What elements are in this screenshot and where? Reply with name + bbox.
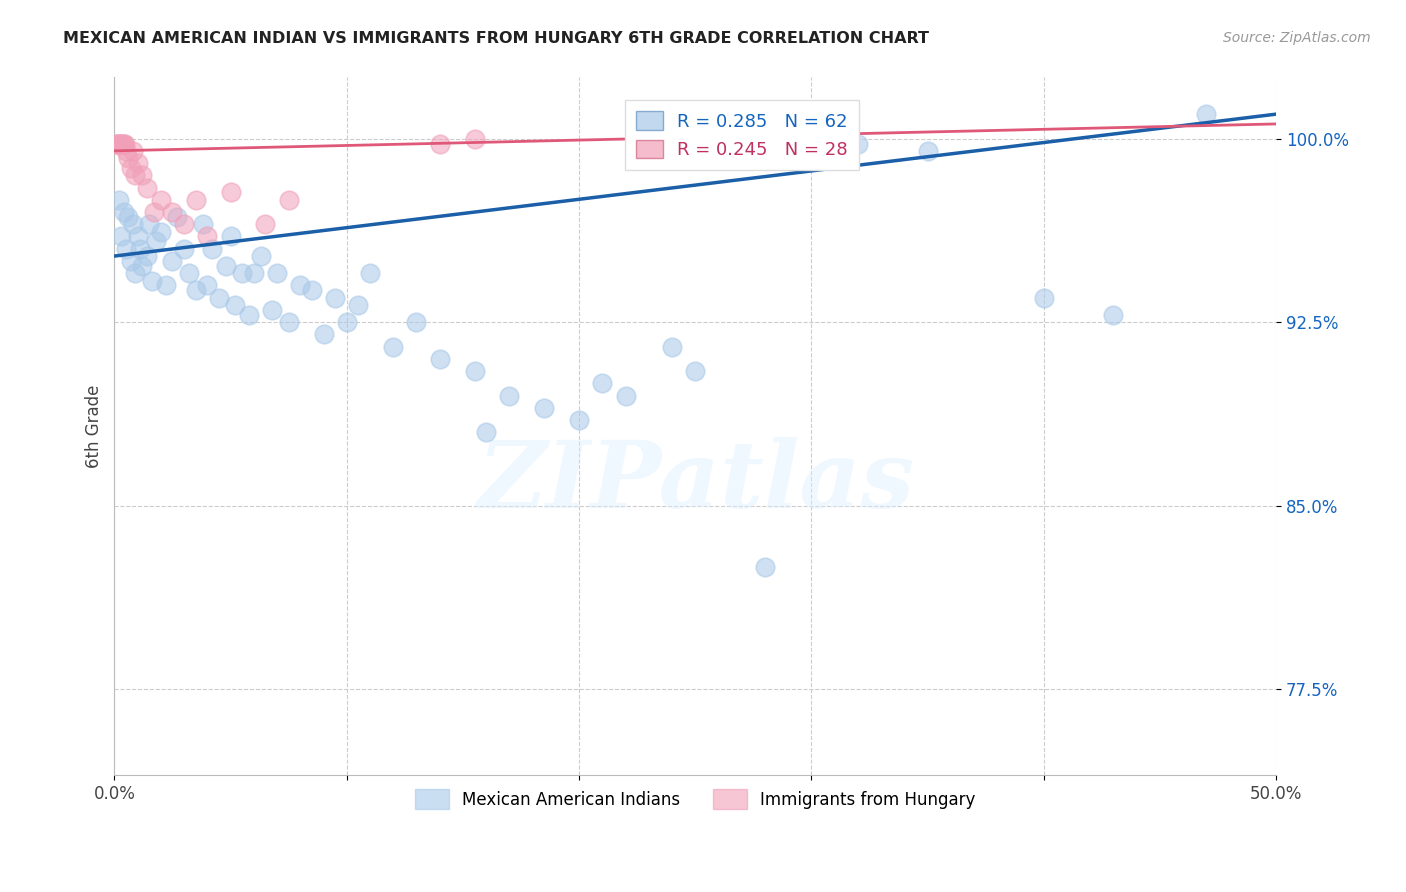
Text: ZIPatlas: ZIPatlas xyxy=(477,437,914,527)
Point xyxy=(661,340,683,354)
Point xyxy=(173,242,195,256)
Point xyxy=(254,217,277,231)
Point xyxy=(127,156,149,170)
Point xyxy=(382,340,405,354)
Point xyxy=(224,298,246,312)
Point xyxy=(115,144,138,158)
Point xyxy=(219,229,242,244)
Point xyxy=(201,242,224,256)
Point xyxy=(112,205,135,219)
Point xyxy=(149,193,172,207)
Point xyxy=(131,259,153,273)
Point xyxy=(591,376,613,391)
Point xyxy=(219,186,242,200)
Point xyxy=(683,364,706,378)
Point xyxy=(301,283,323,297)
Point xyxy=(149,225,172,239)
Point xyxy=(1102,308,1125,322)
Point xyxy=(800,127,823,141)
Point xyxy=(114,136,136,151)
Point xyxy=(173,217,195,231)
Point xyxy=(464,131,486,145)
Point xyxy=(429,136,451,151)
Point xyxy=(155,278,177,293)
Point xyxy=(184,283,207,297)
Point xyxy=(464,364,486,378)
Point xyxy=(145,235,167,249)
Point xyxy=(124,266,146,280)
Point xyxy=(614,388,637,402)
Point xyxy=(429,351,451,366)
Point xyxy=(108,136,131,151)
Point xyxy=(110,136,132,151)
Point xyxy=(475,425,498,440)
Point xyxy=(323,291,346,305)
Point xyxy=(124,169,146,183)
Point xyxy=(142,205,165,219)
Point xyxy=(138,217,160,231)
Point xyxy=(127,229,149,244)
Point xyxy=(231,266,253,280)
Point xyxy=(312,327,335,342)
Point xyxy=(249,249,271,263)
Legend: Mexican American Indians, Immigrants from Hungary: Mexican American Indians, Immigrants fro… xyxy=(409,782,981,815)
Point xyxy=(498,388,520,402)
Point xyxy=(754,559,776,574)
Point xyxy=(122,217,145,231)
Point xyxy=(262,302,284,317)
Point xyxy=(405,315,427,329)
Point xyxy=(117,210,139,224)
Point xyxy=(129,242,152,256)
Point xyxy=(107,136,129,151)
Point xyxy=(122,144,145,158)
Point xyxy=(347,298,370,312)
Point xyxy=(108,193,131,207)
Point xyxy=(533,401,555,415)
Point xyxy=(110,229,132,244)
Text: MEXICAN AMERICAN INDIAN VS IMMIGRANTS FROM HUNGARY 6TH GRADE CORRELATION CHART: MEXICAN AMERICAN INDIAN VS IMMIGRANTS FR… xyxy=(63,31,929,46)
Point xyxy=(166,210,188,224)
Point xyxy=(195,229,218,244)
Text: Source: ZipAtlas.com: Source: ZipAtlas.com xyxy=(1223,31,1371,45)
Point xyxy=(131,169,153,183)
Point xyxy=(110,136,132,151)
Point xyxy=(1195,107,1218,121)
Point xyxy=(243,266,266,280)
Point xyxy=(266,266,288,280)
Point xyxy=(208,291,231,305)
Point xyxy=(917,144,939,158)
Point xyxy=(112,136,135,151)
Point xyxy=(120,161,142,175)
Point xyxy=(846,136,869,151)
Point xyxy=(184,193,207,207)
Point xyxy=(177,266,200,280)
Point xyxy=(136,180,159,194)
Point xyxy=(120,254,142,268)
Point xyxy=(1032,291,1054,305)
Point xyxy=(277,193,299,207)
Point xyxy=(141,274,163,288)
Point xyxy=(191,217,214,231)
Point xyxy=(568,413,591,427)
Point xyxy=(111,136,134,151)
Point xyxy=(359,266,381,280)
Y-axis label: 6th Grade: 6th Grade xyxy=(86,384,103,467)
Point xyxy=(215,259,238,273)
Point xyxy=(162,254,184,268)
Point xyxy=(195,278,218,293)
Point xyxy=(115,242,138,256)
Point xyxy=(336,315,359,329)
Point xyxy=(136,249,159,263)
Point xyxy=(277,315,299,329)
Point xyxy=(238,308,260,322)
Point xyxy=(117,151,139,165)
Point xyxy=(290,278,312,293)
Point xyxy=(162,205,184,219)
Point xyxy=(104,136,127,151)
Point xyxy=(105,136,128,151)
